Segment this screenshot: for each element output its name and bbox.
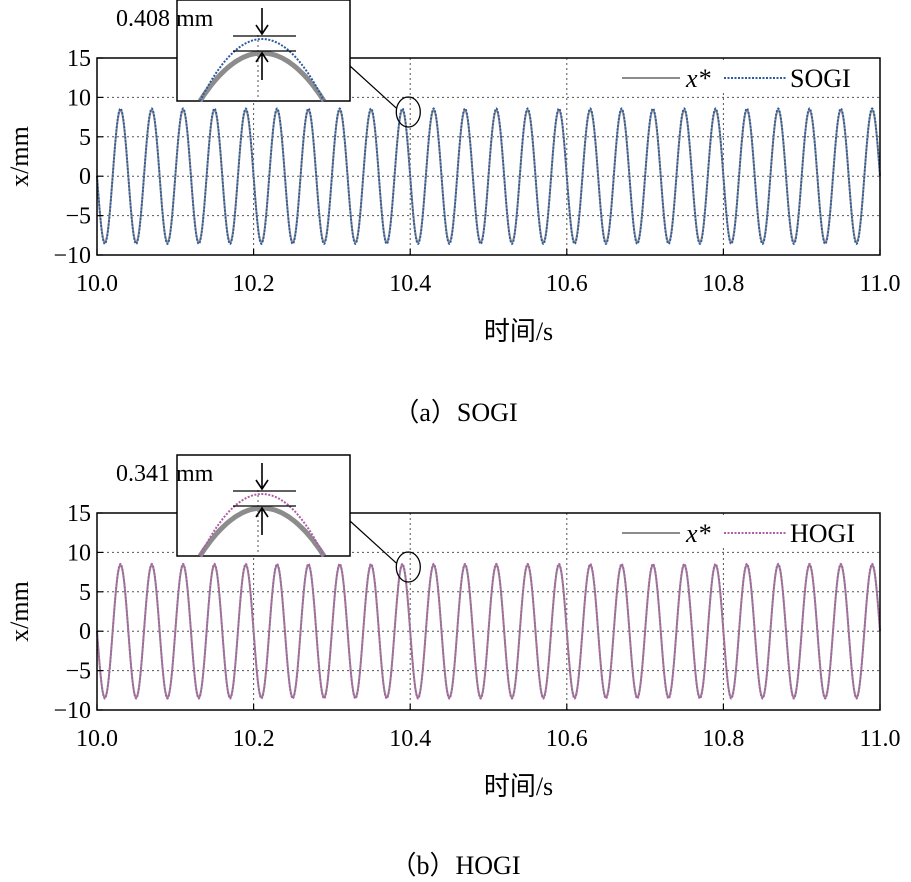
x-tick-label: 10.4	[389, 726, 431, 752]
inset-up-arrow	[255, 506, 269, 535]
y-axis-title: x/mm	[5, 126, 34, 187]
inset-annotation: 0.408 mm	[116, 6, 214, 32]
x-axis-title: 时间/s	[484, 317, 553, 346]
legend: x* SOGI	[606, 63, 878, 93]
zoom-target-ellipse	[395, 551, 421, 583]
legend: x* HOGI	[606, 518, 878, 548]
inset	[176, 0, 351, 103]
x-axis-title: 时间/s	[484, 772, 553, 801]
legend-label-hogi: HOGI	[790, 519, 855, 548]
inset	[176, 454, 351, 558]
y-tick-label: −5	[65, 204, 91, 230]
y-tick-label: 10	[67, 85, 91, 111]
x-tick-label: 11.0	[859, 271, 900, 297]
x-tick-label: 10.6	[546, 271, 588, 297]
x-tick-label: 10.2	[233, 271, 275, 297]
x-tick-label: 10.8	[702, 726, 744, 752]
zoom-leader-line	[349, 520, 397, 564]
series-line-hogi	[96, 562, 881, 700]
x-tick-label: 10.6	[546, 726, 588, 752]
inset-curve-sogi	[199, 37, 325, 102]
legend-label-sogi: SOGI	[790, 64, 851, 93]
inset-up-arrow	[255, 51, 269, 80]
x-tick-label: 10.0	[76, 271, 118, 297]
x-tick-label: 10.0	[76, 726, 118, 752]
y-axis-title: x/mm	[5, 581, 34, 642]
y-tick-label: 15	[67, 501, 91, 527]
inset-annotation: 0.341 mm	[116, 461, 214, 487]
chart-a-svg: 10.0 10.2 10.4 10.6 10.8 11.0 −10 −5 0 5 10 15 时间/s x…	[5, 0, 901, 346]
chart-panel-a: 10.0 10.2 10.4 10.6 10.8 11.0 −10 −5 0 5 10 15 时间/s x…	[0, 0, 911, 440]
y-tick-label: 10	[67, 540, 91, 566]
caption-b: （b）HOGI	[390, 851, 521, 880]
chart-panel-b: 10.0 10.2 10.4 10.6 10.8 11.0 −10 −5 0 5 10 15 时间/s x…	[0, 454, 911, 880]
inset-down-arrow	[255, 463, 269, 491]
y-tick-label: 15	[67, 46, 91, 72]
legend-label-xstar: x*	[685, 519, 711, 548]
zoom-leader-line	[349, 65, 397, 109]
x-tick-label: 10.4	[389, 271, 431, 297]
zoom-target-ellipse	[395, 96, 421, 128]
y-tick-label: 0	[79, 164, 91, 190]
y-tick-label: 5	[79, 125, 91, 151]
plot-frame	[96, 512, 881, 711]
x-tick-label: 10.2	[233, 726, 275, 752]
y-tick-label: −10	[53, 243, 91, 269]
y-tick-label: 5	[79, 580, 91, 606]
inset-curve-hogi	[199, 492, 325, 557]
y-tick-label: −5	[65, 659, 91, 685]
y-tick-label: 0	[79, 619, 91, 645]
plot-frame	[96, 57, 881, 256]
caption-a: （a）SOGI	[393, 398, 518, 427]
y-tick-label: −10	[53, 698, 91, 724]
legend-label-xstar: x*	[685, 64, 711, 93]
chart-b-svg: 10.0 10.2 10.4 10.6 10.8 11.0 −10 −5 0 5 10 15 时间/s x…	[5, 454, 901, 801]
series-line-sogi	[96, 107, 881, 246]
x-tick-label: 11.0	[859, 726, 900, 752]
inset-down-arrow	[255, 8, 269, 36]
x-tick-label: 10.8	[702, 271, 744, 297]
